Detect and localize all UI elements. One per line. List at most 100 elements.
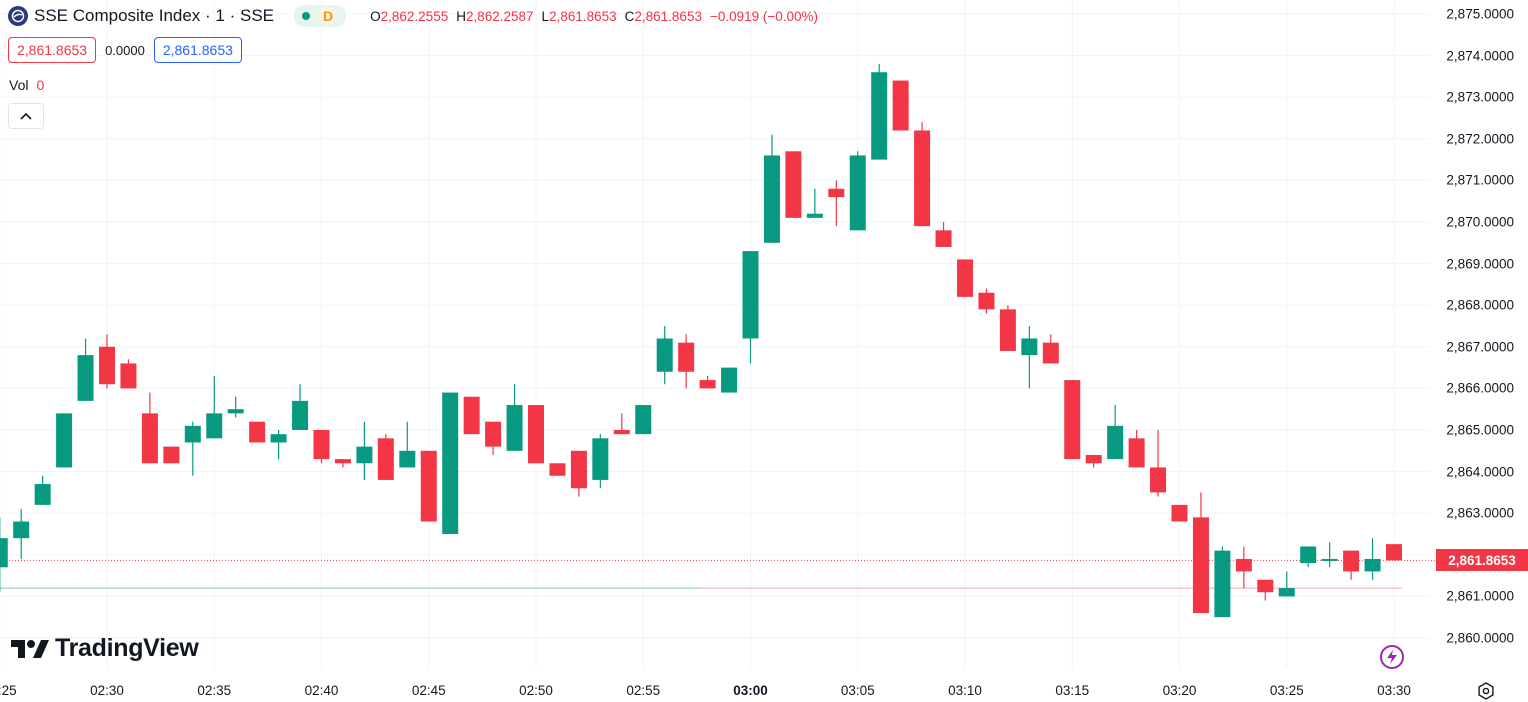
candle-up bbox=[763, 134, 780, 243]
axis-settings-icon[interactable] bbox=[1475, 680, 1497, 702]
candle-body bbox=[463, 396, 480, 435]
candle-down bbox=[957, 259, 973, 297]
candle-body bbox=[678, 342, 695, 372]
tradingview-logo[interactable]: TradingView bbox=[11, 634, 199, 663]
market-status[interactable]: D bbox=[294, 5, 347, 27]
candle-up bbox=[1278, 571, 1295, 597]
candle-up bbox=[806, 188, 823, 218]
candle-body bbox=[163, 446, 180, 464]
candle-up bbox=[721, 367, 738, 393]
candle-up bbox=[1321, 542, 1338, 568]
open-value: 2,862.2555 bbox=[380, 8, 449, 24]
candle-body bbox=[141, 413, 158, 464]
candle-body bbox=[570, 450, 587, 489]
candle-body bbox=[1214, 550, 1231, 618]
buy-price-button[interactable]: 2,861.8653 bbox=[153, 37, 242, 63]
time-tick-label: 02:50 bbox=[519, 683, 553, 698]
candle-body bbox=[1321, 558, 1338, 561]
candle-body bbox=[356, 446, 373, 464]
time-tick-label: 03:00 bbox=[733, 683, 768, 698]
candle-body bbox=[1171, 504, 1188, 522]
candle-down bbox=[141, 392, 158, 464]
candle-body bbox=[77, 355, 94, 401]
candle-down bbox=[377, 434, 394, 480]
candle-body bbox=[120, 363, 137, 389]
candles bbox=[0, 63, 1402, 618]
candle-down bbox=[485, 421, 502, 455]
candle-body bbox=[227, 409, 244, 414]
candle-down bbox=[1257, 579, 1274, 601]
candle-body bbox=[506, 405, 523, 451]
candle-body bbox=[1192, 517, 1209, 614]
candle-up bbox=[1364, 538, 1381, 580]
candle-body bbox=[442, 392, 459, 534]
candle-body bbox=[56, 413, 73, 468]
candle-body bbox=[763, 155, 780, 243]
candle-body bbox=[549, 463, 566, 476]
candle-up bbox=[34, 475, 51, 505]
chevron-up-icon bbox=[20, 112, 32, 120]
candle-down bbox=[1042, 334, 1059, 364]
collapse-legend-button[interactable] bbox=[8, 103, 44, 129]
candle-body bbox=[957, 259, 973, 297]
price-tick-label: 2,871.0000 bbox=[1446, 172, 1514, 188]
candle-body bbox=[1021, 338, 1038, 356]
time-tick-label: 02:30 bbox=[90, 683, 124, 698]
candle-body bbox=[1278, 588, 1295, 597]
high-label: H bbox=[456, 8, 466, 24]
volume-label: Vol bbox=[9, 77, 29, 93]
time-tick-label: 03:15 bbox=[1055, 683, 1090, 698]
candle-body bbox=[1386, 544, 1402, 561]
candle-up bbox=[1021, 326, 1038, 389]
price-tick-label: 2,866.0000 bbox=[1446, 380, 1514, 396]
symbol-title[interactable]: SSE Composite Index · 1 · SSE bbox=[34, 6, 274, 25]
candle-up bbox=[270, 430, 287, 460]
lightning-icon[interactable] bbox=[1380, 645, 1404, 669]
price-tick-label: 2,868.0000 bbox=[1446, 297, 1514, 313]
candle-up bbox=[635, 405, 652, 435]
price-tick-label: 2,873.0000 bbox=[1446, 89, 1514, 105]
time-tick-label: 02:55 bbox=[626, 683, 661, 698]
candle-down bbox=[678, 334, 695, 389]
candle-up bbox=[742, 251, 759, 364]
candle-body bbox=[528, 405, 544, 464]
candle-down bbox=[163, 446, 180, 464]
delayed-flag: D bbox=[318, 8, 339, 24]
volume-legend[interactable]: Vol 0 bbox=[9, 77, 44, 93]
ohlc-values: O2,862.2555 H2,862.2587 L2,861.8653 C2,8… bbox=[370, 9, 818, 24]
time-tick-label: 02:40 bbox=[304, 683, 339, 698]
candle-up bbox=[871, 63, 888, 160]
time-tick-label: 03:10 bbox=[948, 683, 982, 698]
candle-body bbox=[1257, 579, 1274, 593]
sell-price-button[interactable]: 2,861.8653 bbox=[8, 37, 97, 63]
candle-body bbox=[828, 188, 845, 198]
candle-body bbox=[420, 450, 437, 522]
candle-body bbox=[485, 421, 502, 447]
high-value: 2,862.2587 bbox=[465, 8, 534, 24]
change-value: −0.0919 (−0.00%) bbox=[709, 8, 819, 24]
candle-down bbox=[1235, 546, 1252, 589]
candle-up bbox=[849, 151, 866, 231]
candle-down bbox=[528, 405, 544, 464]
grid bbox=[0, 0, 1430, 668]
time-tick-label: 02:35 bbox=[197, 683, 232, 698]
candle-body bbox=[613, 430, 630, 435]
candle-down bbox=[463, 396, 480, 435]
candle-up bbox=[592, 434, 609, 489]
candle-down bbox=[99, 334, 115, 389]
candle-body bbox=[292, 400, 309, 430]
candle-down bbox=[699, 375, 716, 389]
spread-value: 0.0000 bbox=[105, 42, 145, 58]
candle-body bbox=[1364, 558, 1381, 572]
candle-down bbox=[828, 180, 845, 227]
price-tick-label: 2,874.0000 bbox=[1446, 48, 1514, 64]
legend-header[interactable]: SSE Composite Index · 1 · SSE D O2,862.2… bbox=[8, 5, 818, 27]
candle-down bbox=[914, 122, 931, 227]
candle-up bbox=[13, 509, 30, 559]
low-label: L bbox=[541, 8, 550, 24]
candle-down bbox=[549, 463, 566, 476]
candle-body bbox=[978, 292, 995, 310]
candle-body bbox=[1150, 467, 1167, 493]
candle-body bbox=[935, 230, 952, 247]
